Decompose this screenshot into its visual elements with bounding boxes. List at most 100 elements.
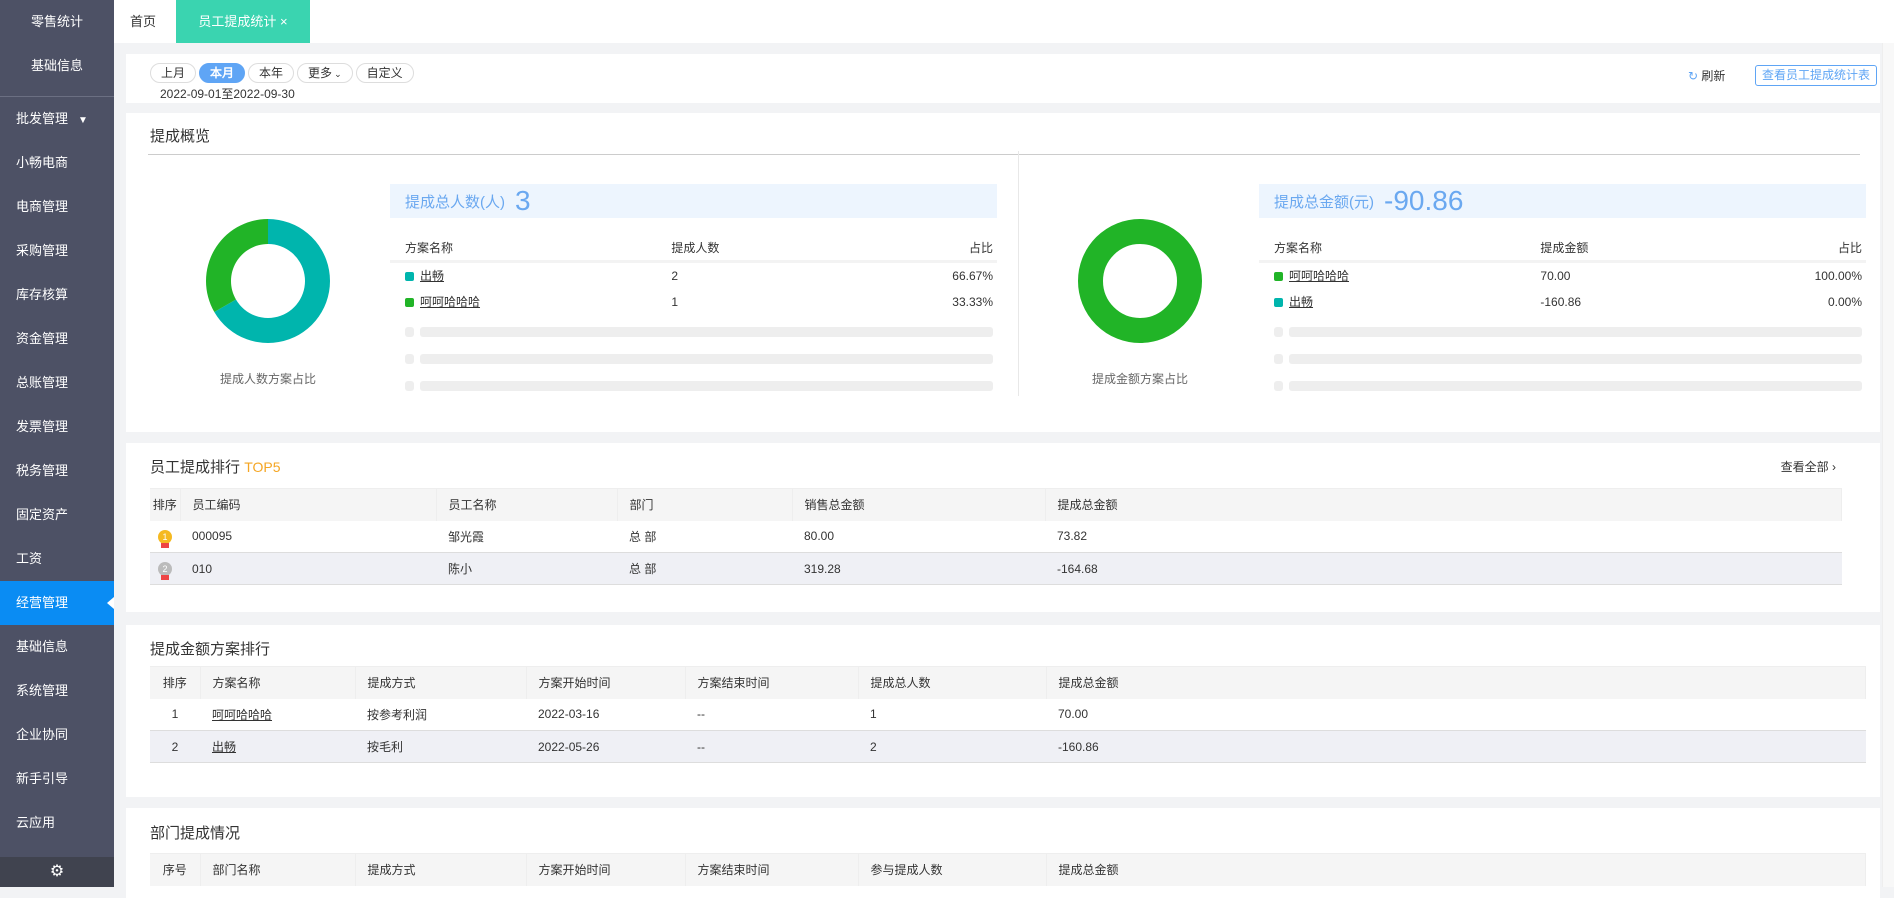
scheme-link[interactable]: 出畅 [200,730,355,763]
column-header: 提成方式 [355,853,527,886]
period-pill[interactable]: 自定义 [355,63,414,83]
sidebar-item[interactable]: 电商管理 [0,185,114,229]
sidebar-item[interactable]: 总账管理 [0,361,114,405]
amount-total-label: 提成总金额(元) [1274,194,1374,211]
filter-bar: 上月 本月 本年 更多 ⌄ 自定义 2022-09-01至2022-09-30 ↻ 刷新 … [126,54,1880,103]
people-donut-chart [206,219,330,343]
column-header: 员工名称 [436,488,618,521]
column-header: 提成总金额 [1045,488,1842,521]
sidebar-item[interactable]: 工资 [0,537,114,581]
column-header: 方案开始时间 [526,666,686,699]
sidebar-item[interactable]: 新手引导 [0,757,114,801]
column-header: 方案结束时间 [685,666,859,699]
view-report-button[interactable]: 查看员工提成统计表 [1755,65,1878,86]
vertical-divider [1018,151,1019,396]
scheme-link[interactable]: 呵呵哈哈哈 [420,295,481,309]
sidebar-item[interactable]: 采购管理 [0,229,114,273]
donut-slice[interactable] [214,219,330,343]
sidebar-item-label: 税务管理 [16,463,69,478]
dept-table: 序号 部门名称 提成方式 方案开始时间 方案结束时间 参与提成人数 提成总金额 [150,853,1866,886]
column-header: 提成方式 [355,666,527,699]
view-all-link[interactable]: 查看全部 › [1781,458,1836,475]
column-header: 方案结束时间 [685,853,859,886]
table-cell: 1 [150,698,200,731]
table-header-row: 排序 方案名称 提成方式 方案开始时间 方案结束时间 提成总人数 提成总金额 [150,666,1866,699]
refresh-button[interactable]: ↻ 刷新 [1688,67,1725,84]
sidebar-item-label: 系统管理 [16,683,69,698]
sidebar-item[interactable]: 基础信息 [0,625,114,669]
scheme-link[interactable]: 呵呵哈哈哈 [1289,269,1350,283]
sidebar-item-label: 发票管理 [16,419,69,434]
sidebar-item-retail-stats[interactable]: 零售统计 [30,14,83,29]
commission-cell: -164.68 [1045,552,1842,585]
overview-card: 提成概览 提成人数方案占比 提成总人数(人) 3 方案名称 提成人数 占比 出畅 2 66.… [126,113,1880,432]
table-cell: -- [685,730,858,763]
people-total-value: 3 [515,185,531,216]
dept-cell: 总 部 [617,552,792,585]
gold-medal-icon: 1 [158,529,172,548]
donut-slice[interactable] [1078,219,1202,343]
column-header: 参与提成人数 [858,853,1047,886]
sidebar-item[interactable]: 库存核算 [0,273,114,317]
legend-swatch-icon [1274,298,1283,307]
sidebar-item-basic-info-top[interactable]: 基础信息 [30,58,83,73]
sidebar-item-label: 采购管理 [16,243,69,258]
scheme-card: 提成金额方案排行 排序 方案名称 提成方式 方案开始时间 方案结束时间 提成总人数 提成总金… [126,625,1880,797]
date-range: 2022-09-01至2022-09-30 [160,87,295,101]
amount-donut-caption: 提成金额方案占比 [1091,372,1188,386]
sidebar-item[interactable]: 固定资产 [0,493,114,537]
period-pill[interactable]: 更多 ⌄ [297,63,353,83]
dept-cell: 总 部 [617,520,792,553]
legend-swatch-icon [405,298,414,307]
table-row: 2 010 陈小总 部 319.28 -164.68 [150,552,1842,585]
tab-employee-commission[interactable]: 员工提成统计 × [176,0,310,43]
scheme-link[interactable]: 出畅 [1289,295,1314,309]
table-header-row: 排序 员工编码 员工名称 部门 销售总金额 提成总金额 [150,488,1842,521]
value-cell: 70.00 [1540,269,1571,283]
sidebar-item[interactable]: 资金管理 [0,317,114,361]
donut-slice[interactable] [206,219,268,312]
scheme-link[interactable]: 出畅 [420,269,445,283]
sidebar-item-label: 总账管理 [16,375,69,390]
gear-icon[interactable]: ⚙ [0,857,114,887]
column-header: 序号 [150,853,201,886]
sidebar-item[interactable]: 批发管理 ▼ [0,97,114,141]
ranking-table: 排序 员工编码 员工名称 部门 销售总金额 提成总金额 1 000095 邹光霞总 部 80.00… [150,488,1842,585]
column-header: 提成总金额 [1046,666,1866,699]
scrollbar[interactable] [1882,43,1894,887]
period-pill[interactable]: 本年 [248,63,295,83]
code-cell: 010 [180,552,436,585]
refresh-label: 刷新 [1701,69,1726,83]
sidebar-item[interactable]: 税务管理 [0,449,114,493]
table-cell: 70.00 [1046,698,1866,731]
scheme-table: 排序 方案名称 提成方式 方案开始时间 方案结束时间 提成总人数 提成总金额 1 呵呵哈哈哈 按参… [150,666,1866,763]
active-indicator-icon [107,597,114,609]
ranking-title-text: 员工提成排行 [150,459,241,476]
table-row: 出畅 2 66.67% [390,263,997,289]
dept-title: 部门提成情况 [150,825,241,842]
period-pill[interactable]: 上月 [150,63,197,83]
sales-cell: 319.28 [792,552,1045,585]
sidebar-item[interactable]: 经营管理 [0,581,114,625]
sidebar-item[interactable]: 系统管理 [0,669,114,713]
sidebar-item[interactable]: 云应用 [0,801,114,845]
period-pill[interactable]: 本月 [199,63,246,83]
people-total-header: 提成总人数(人) 3 [390,184,997,218]
sidebar-item[interactable]: 企业协同 [0,713,114,757]
pill-label: 本年 [259,66,284,80]
column-header: 提成人数 [671,241,720,255]
table-cell: 按毛利 [355,730,526,763]
scheme-link[interactable]: 呵呵哈哈哈 [200,698,355,731]
pct-cell: 100.00% [1814,269,1862,283]
tab-home[interactable]: 首页 [130,14,157,29]
table-cell: 1 [858,698,1046,731]
pct-cell: 0.00% [1827,295,1862,309]
column-header: 排序 [150,666,201,699]
sidebar-item[interactable]: 小畅电商 [0,141,114,185]
sidebar-item[interactable]: 发票管理 [0,405,114,449]
refresh-icon: ↻ [1688,69,1699,83]
pct-cell: 66.67% [952,269,993,283]
table-row: 出畅 -160.86 0.00% [1259,289,1866,315]
close-icon[interactable]: × [280,14,288,29]
column-header: 方案开始时间 [526,853,686,886]
